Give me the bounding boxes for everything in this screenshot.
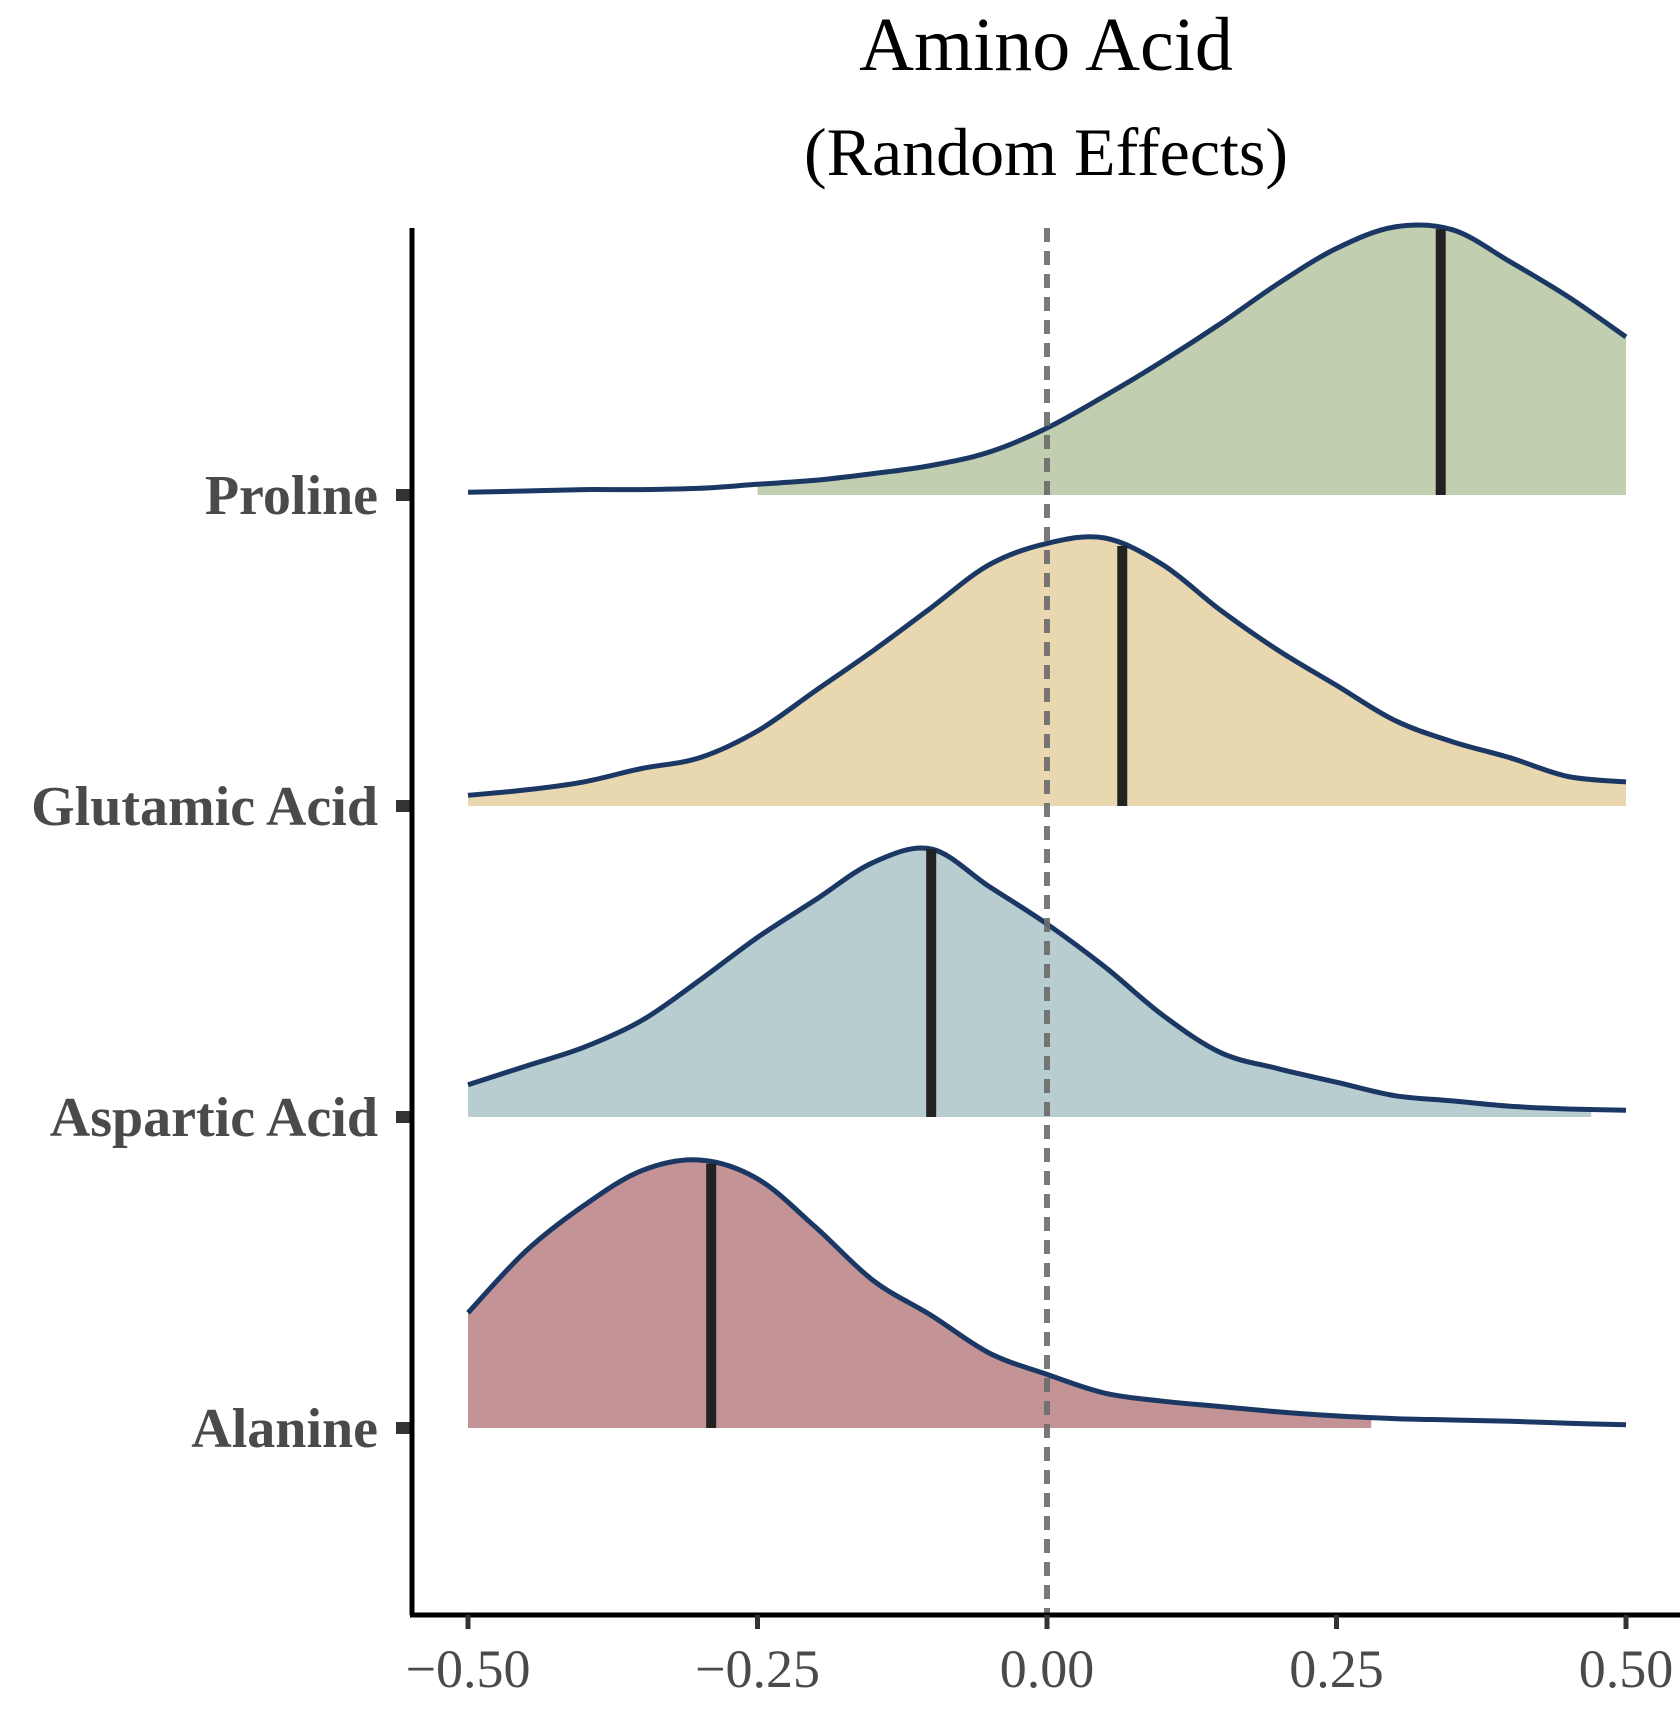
axes-layer: Alanine Aspartic Acid Glutamic Acid Proline…: [31, 228, 1680, 1699]
chart-subtitle: (Random Effects): [804, 114, 1288, 190]
y-tick-label-proline: Proline: [205, 465, 378, 527]
x-tick-label: −0.50: [406, 1639, 531, 1699]
x-tick-label: 0.50: [1579, 1639, 1674, 1699]
x-tick-label: 0.00: [1000, 1639, 1095, 1699]
density-line-alanine: [466, 1157, 1627, 1428]
density-line-proline: [467, 222, 1628, 495]
chart-title: Amino Acid: [859, 3, 1233, 87]
density-line-glutamic-acid: [467, 534, 1627, 798]
y-tick-label-aspartic-acid: Aspartic Acid: [50, 1087, 378, 1149]
y-tick-label-glutamic-acid: Glutamic Acid: [31, 776, 378, 838]
density-line-aspartic-acid: [467, 845, 1627, 1113]
x-tick-label: −0.25: [695, 1639, 820, 1699]
x-tick-label: 0.25: [1289, 1639, 1384, 1699]
density-fill-aspartic-acid: [468, 848, 1592, 1117]
y-tick-label-alanine: Alanine: [191, 1398, 378, 1460]
density-fill-proline: [757, 224, 1626, 495]
density-fill-alanine: [468, 1159, 1372, 1428]
